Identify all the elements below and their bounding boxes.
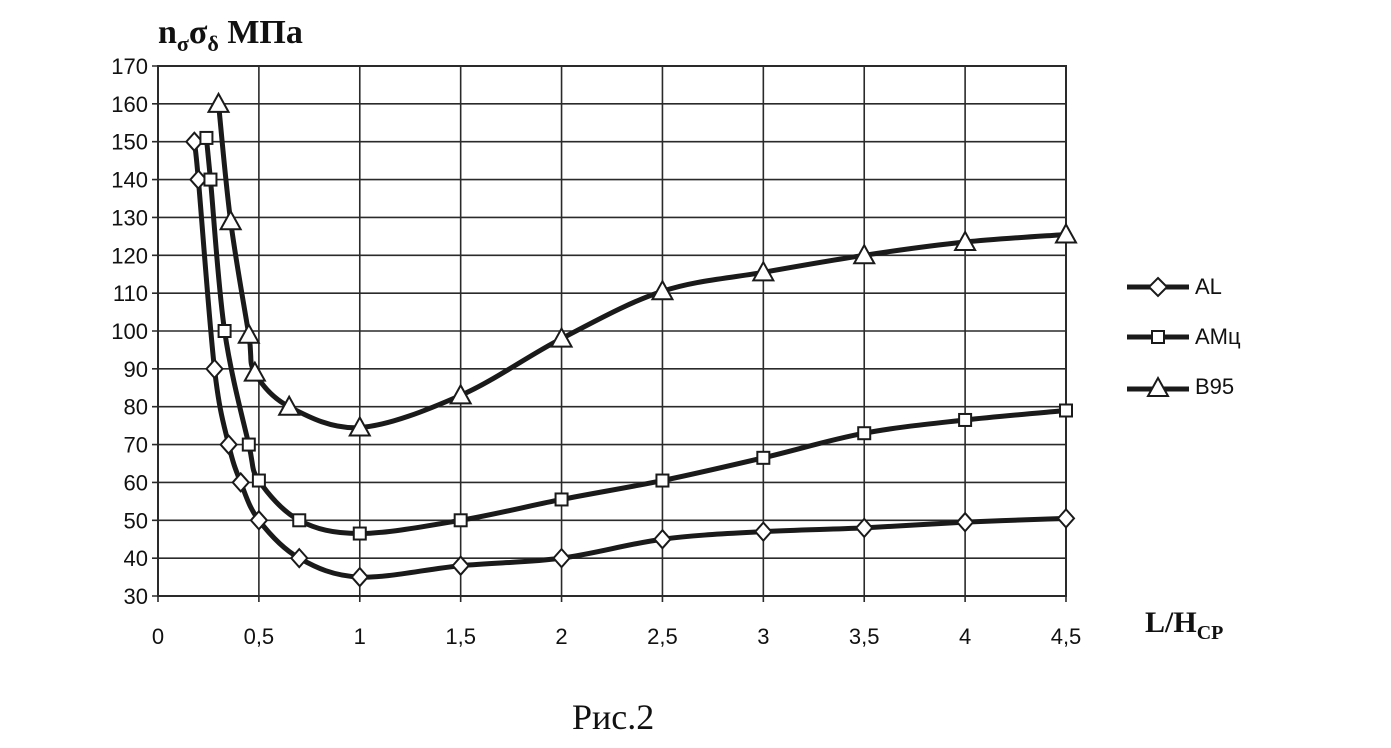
series-0 — [184, 131, 1076, 588]
series-0-point — [753, 521, 773, 543]
legend-label-al: AL — [1195, 274, 1222, 299]
series-0-point — [205, 358, 224, 380]
series-2-point — [277, 394, 301, 416]
series-0-point — [1056, 507, 1076, 529]
y-tick-label: 100 — [111, 319, 148, 344]
series-1-point — [217, 324, 232, 338]
series-2-line — [216, 103, 1067, 431]
series-0-point — [854, 517, 874, 539]
series-2 — [206, 91, 1078, 437]
series-1-point — [241, 437, 256, 452]
chart-grid — [152, 65, 1067, 602]
y-tick-label: 50 — [124, 508, 148, 533]
x-axis-label: L/HCP — [1145, 606, 1224, 644]
legend-item-amts: АМц — [1125, 312, 1241, 362]
y-tick-label: 130 — [111, 205, 148, 230]
series-2-point — [650, 279, 675, 301]
x-tick-label: 2 — [555, 624, 567, 649]
plot-border — [157, 65, 1067, 597]
y-axis-ticks: 30 40 50 60 70 80 90 100 110 120 130 140 150 160 170 — [111, 54, 148, 609]
series-1-point — [958, 412, 973, 427]
series-0-point — [249, 509, 269, 531]
series-1-point — [292, 513, 307, 528]
x-tick-label: 1 — [354, 624, 366, 649]
series-1 — [199, 130, 1073, 541]
y-tick-label: 110 — [113, 281, 148, 306]
series-0-point — [219, 434, 238, 456]
series-1-point — [1059, 403, 1073, 418]
series-2-point — [218, 209, 243, 231]
x-tick-label: 2,5 — [647, 624, 678, 649]
series-1-point — [756, 450, 771, 465]
series-2-point — [1054, 222, 1078, 244]
figure-caption: Рис.2 — [572, 697, 655, 737]
x-tick-label: 3,5 — [849, 624, 880, 649]
series-0-point — [552, 547, 571, 569]
y-tick-label: 40 — [124, 546, 148, 571]
x-tick-label: 0,5 — [244, 624, 275, 649]
series-2-point — [448, 383, 473, 405]
y-tick-label: 150 — [111, 130, 148, 155]
series-2-point — [237, 322, 261, 344]
legend-label-b95: B95 — [1195, 374, 1235, 399]
x-tick-label: 4 — [959, 624, 971, 649]
series-1-point — [554, 492, 569, 507]
series-1-point — [352, 526, 367, 541]
series-2-point — [751, 260, 776, 282]
y-tick-label: 90 — [124, 357, 148, 382]
y-tick-label: 160 — [111, 92, 148, 117]
series-0-point — [350, 566, 370, 588]
series-0-point — [451, 555, 471, 577]
x-tick-label: 4,5 — [1051, 624, 1082, 649]
y-axis-label: nσσδ МПа — [158, 14, 303, 56]
series-1-line — [203, 137, 1067, 537]
legend-item-al: AL — [1125, 262, 1241, 312]
diamond-marker-icon — [1127, 276, 1189, 298]
series-2-point — [206, 91, 231, 113]
series-2-point — [243, 360, 267, 382]
triangle-marker-icon — [1127, 375, 1189, 397]
y-tick-label: 70 — [124, 433, 148, 458]
x-axis-ticks: 0 0,5 1 1,5 2 2,5 3 3,5 4 4,5 — [152, 624, 1081, 649]
y-tick-label: 80 — [124, 395, 148, 420]
y-tick-label: 120 — [111, 243, 148, 268]
y-tick-label: 140 — [111, 168, 148, 193]
series-1-point — [203, 172, 218, 187]
series-0-point — [289, 547, 309, 569]
chart-series — [184, 91, 1078, 588]
legend-item-b95: B95 — [1125, 362, 1241, 412]
series-0-line — [191, 141, 1067, 580]
series-0-point — [231, 471, 251, 493]
x-tick-label: 3 — [757, 624, 769, 649]
series-1-point — [199, 130, 214, 145]
series-1-point — [251, 473, 266, 488]
series-0-point — [955, 511, 975, 533]
series-1-point — [857, 426, 872, 441]
series-2-point — [549, 326, 574, 348]
series-2-point — [348, 415, 372, 437]
square-marker-icon — [1127, 330, 1189, 344]
y-tick-label: 170 — [111, 54, 148, 79]
y-tick-label: 60 — [124, 470, 148, 495]
x-tick-label: 1,5 — [445, 624, 476, 649]
series-1-point — [655, 473, 670, 488]
legend-label-amts: АМц — [1195, 324, 1241, 349]
series-2-point — [852, 243, 876, 265]
series-0-point — [653, 528, 672, 550]
x-tick-label: 0 — [152, 624, 164, 649]
series-2-point — [953, 229, 977, 252]
chart-legend: AL АМц B95 — [1125, 262, 1241, 412]
y-tick-label: 30 — [124, 584, 148, 609]
series-1-point — [453, 513, 468, 528]
